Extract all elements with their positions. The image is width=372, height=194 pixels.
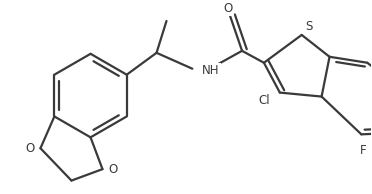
Text: F: F [360,144,367,157]
Text: O: O [109,163,118,176]
Text: O: O [25,142,35,155]
Text: O: O [224,2,233,15]
Text: S: S [306,20,313,33]
Text: Cl: Cl [258,94,270,107]
Text: NH: NH [202,64,220,77]
